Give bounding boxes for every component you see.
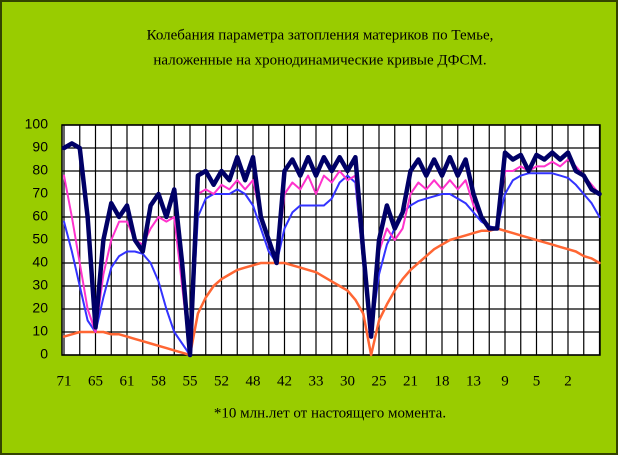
y-tick-label: 90 [32,139,48,155]
chart-title: Колебания параметра затопления материков… [147,27,494,43]
y-tick-label: 60 [32,208,48,224]
x-tick-label: 55 [183,373,198,389]
y-tick-label: 20 [32,300,48,316]
x-tick-label: 52 [214,373,229,389]
y-tick-label: 50 [32,231,48,247]
x-tick-label: 58 [151,373,166,389]
series-line [62,227,601,357]
x-tick-label: 30 [340,373,355,389]
y-tick-label: 0 [40,346,48,362]
x-tick-label: 65 [88,373,103,389]
series-line [61,141,602,358]
y-tick-label: 70 [32,185,48,201]
series-line [63,172,601,356]
y-tick-label: 40 [32,254,48,270]
x-tick-label: 5 [533,373,541,389]
chart-title: наложенные на хронодинамические кривые Д… [153,52,486,68]
x-tick-label: 25 [372,373,387,389]
x-tick-label: 21 [403,373,418,389]
y-tick-label: 10 [32,323,48,339]
x-tick-label: 61 [120,373,135,389]
x-tick-label: 33 [309,373,324,389]
y-tick-label: 100 [25,116,49,132]
plot-border [61,124,601,356]
series-line [63,158,601,356]
x-tick-label: 48 [246,373,261,389]
x-tick-label: 42 [277,373,292,389]
x-tick-label: 71 [57,373,72,389]
x-tick-label: 18 [435,373,450,389]
y-tick-label: 30 [32,277,48,293]
y-tick-label: 80 [32,162,48,178]
x-tick-label: 9 [501,373,509,389]
x-axis-label: *10 млн.лет от настоящего момента. [214,405,446,421]
x-tick-label: 2 [564,373,572,389]
x-tick-label: 13 [466,373,481,389]
